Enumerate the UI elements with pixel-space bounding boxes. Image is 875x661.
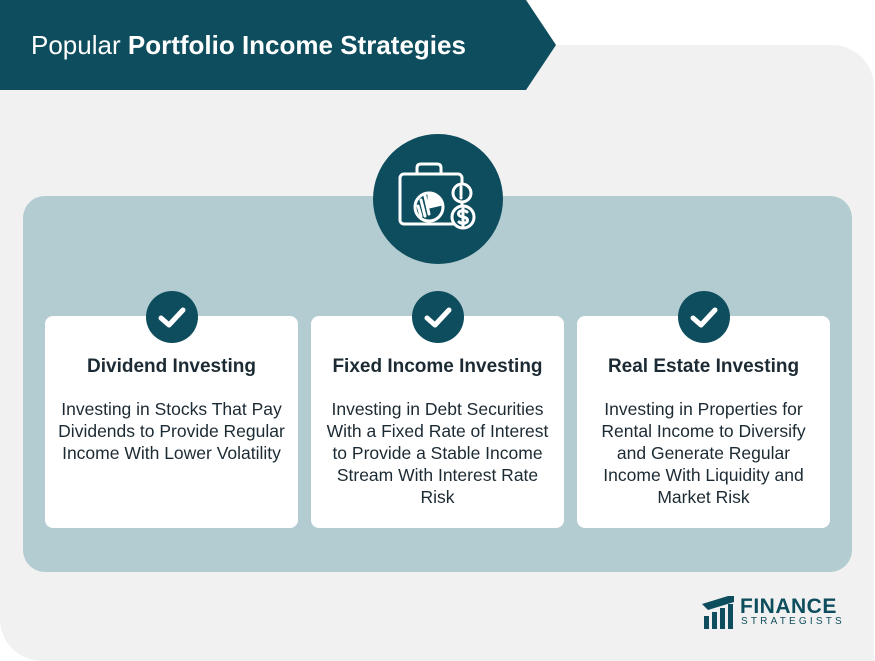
brand-name: FINANCE [740, 595, 837, 618]
header-banner: Popular Portfolio Income Strategies [0, 0, 556, 90]
card-1-check-icon [146, 291, 198, 343]
card-fixed-income-investing: Fixed Income Investing Investing in Debt… [311, 316, 564, 528]
portfolio-chart-dollar-icon [373, 134, 503, 264]
brand-subtitle: STRATEGISTS [741, 616, 845, 627]
banner-shape [0, 0, 556, 90]
brand-logo: FINANCE STRATEGISTS [700, 594, 842, 630]
card-title: Real Estate Investing [607, 356, 800, 377]
card-description: Investing in Properties for Rental Incom… [601, 399, 806, 507]
card-title: Fixed Income Investing [332, 356, 543, 377]
card-description: Investing in Stocks That Pay Dividends t… [58, 399, 285, 463]
brand-chart-icon [702, 596, 734, 629]
title-prefix: Popular [31, 30, 121, 60]
card-2-check-icon [412, 291, 464, 343]
card-3-check-icon [678, 291, 730, 343]
card-real-estate-investing: Real Estate Investing Investing in Prope… [577, 316, 830, 528]
card-description: Investing in Debt Securities With a Fixe… [326, 399, 549, 507]
card-dividend-investing: Dividend Investing Investing in Stocks T… [45, 316, 298, 528]
page-title: Popular Portfolio Income Strategies [31, 0, 466, 90]
title-strong: Portfolio Income Strategies [127, 30, 466, 60]
card-title: Dividend Investing [87, 356, 256, 377]
